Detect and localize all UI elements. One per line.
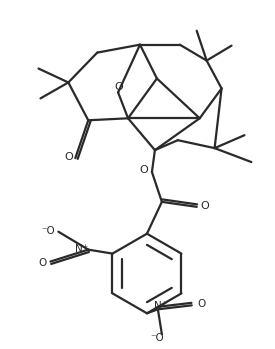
Text: O: O — [200, 201, 209, 211]
Text: O: O — [64, 152, 73, 162]
Text: O: O — [38, 258, 46, 268]
Text: N⁺: N⁺ — [75, 244, 88, 254]
Text: O: O — [115, 82, 123, 92]
Text: O: O — [197, 299, 206, 309]
Text: ⁻O: ⁻O — [42, 226, 55, 236]
Text: N⁺: N⁺ — [154, 301, 167, 311]
Text: O: O — [140, 165, 148, 175]
Text: ⁻O: ⁻O — [150, 333, 164, 343]
